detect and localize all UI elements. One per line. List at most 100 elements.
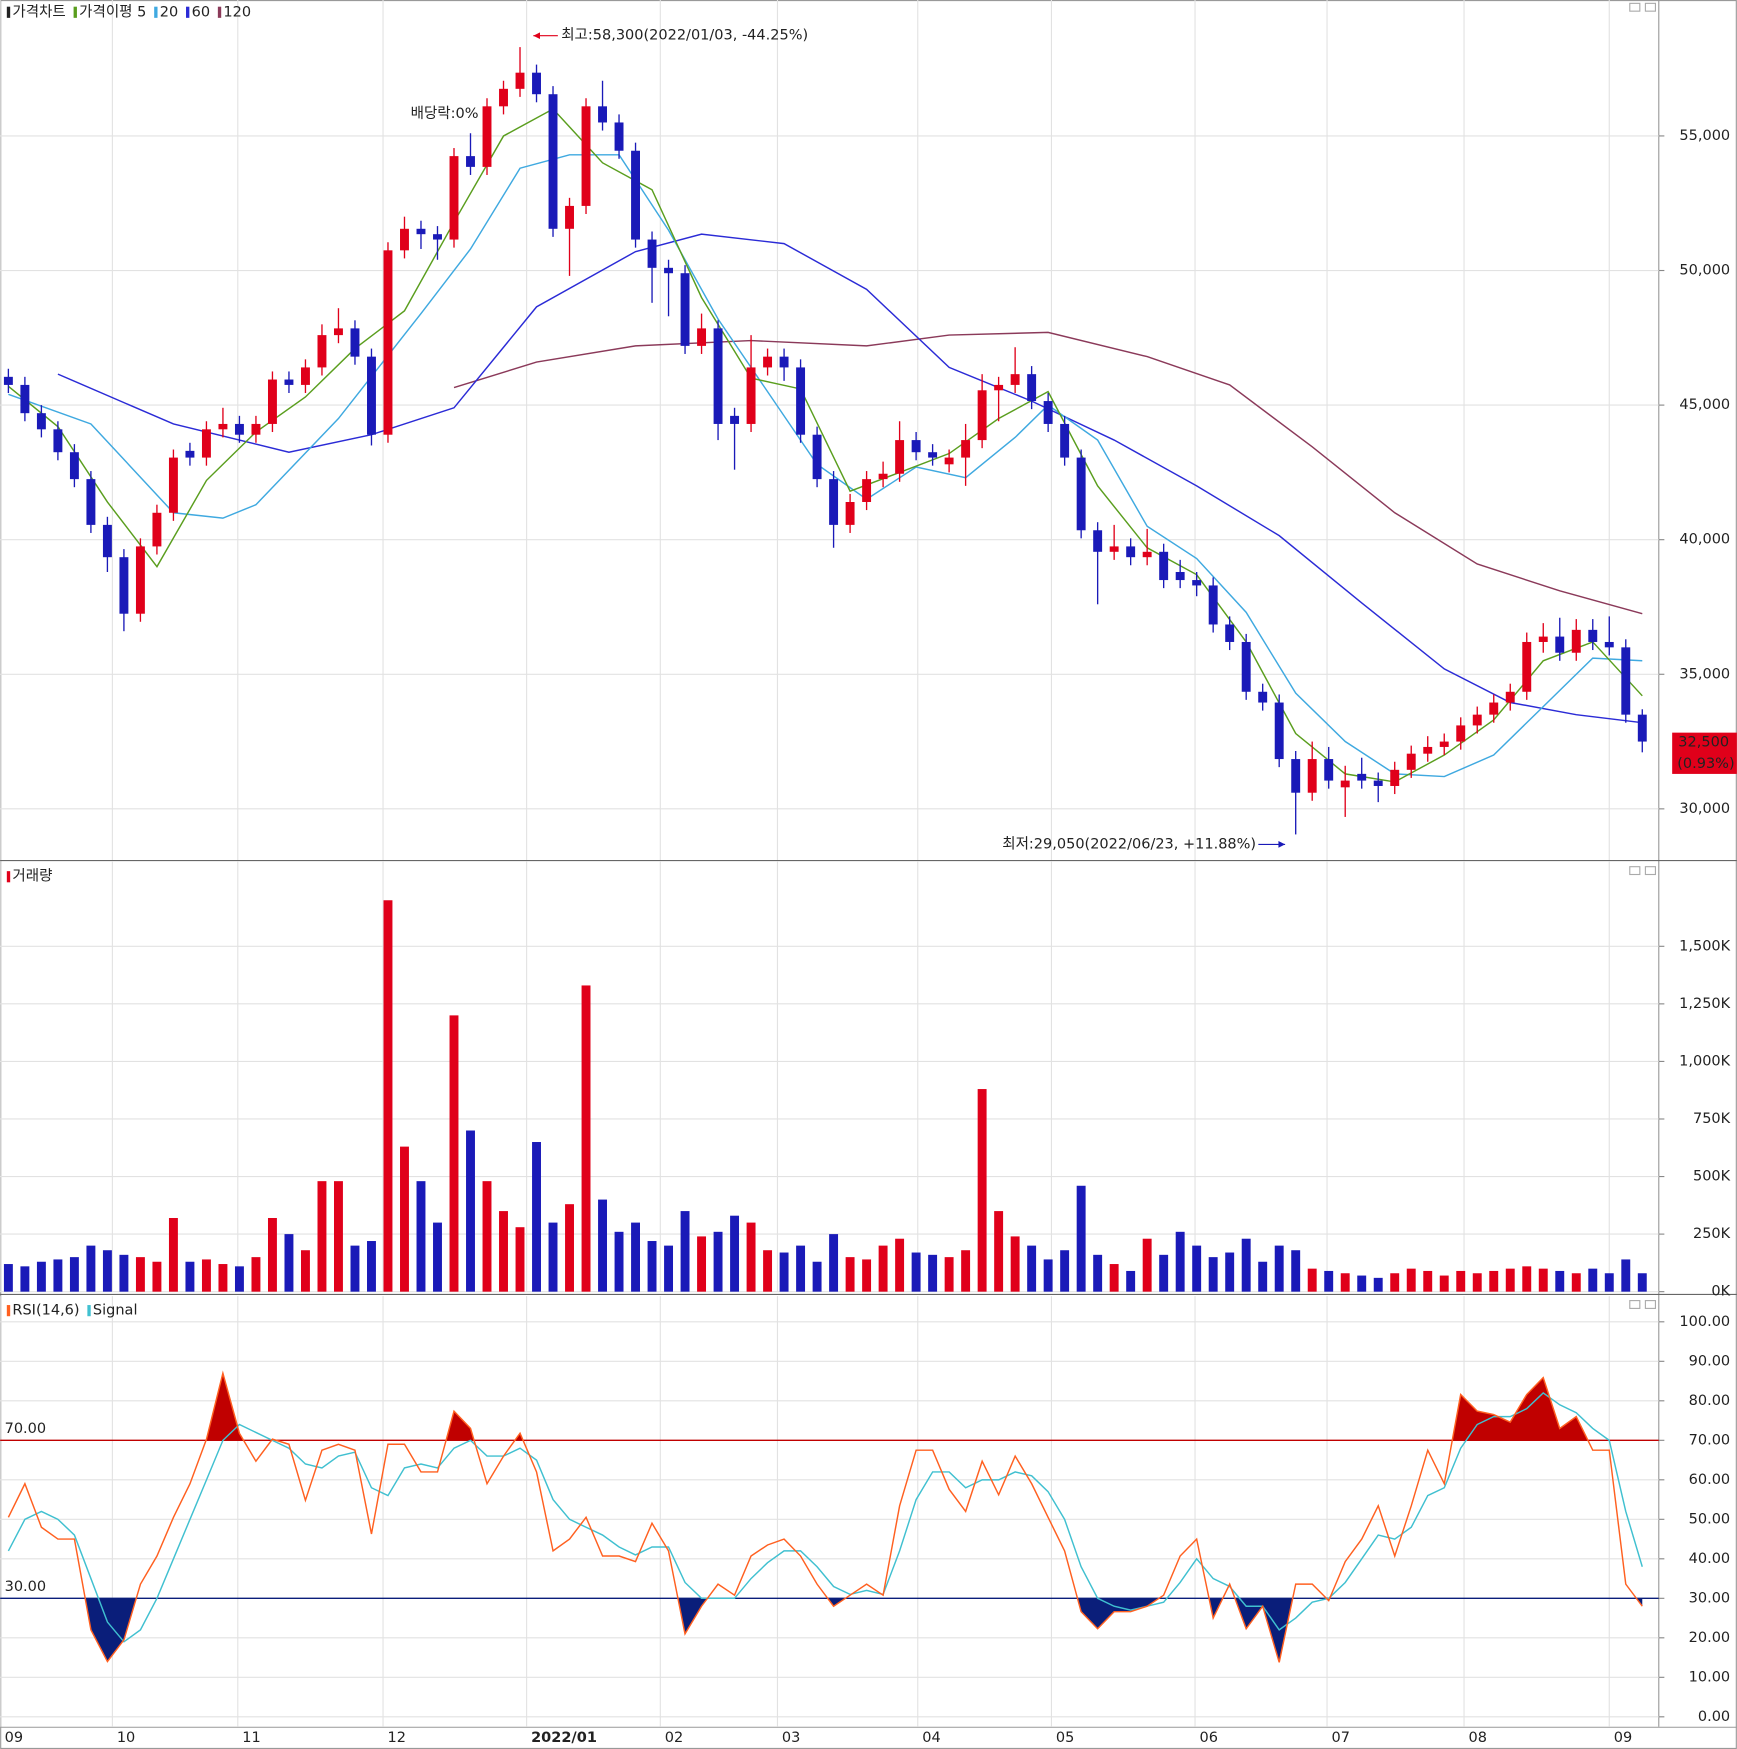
volume-bar <box>581 985 591 1292</box>
y-tick-label: 30,000 <box>1679 801 1730 817</box>
candle-body <box>1291 759 1301 793</box>
volume-bar <box>829 1234 839 1292</box>
volume-bar <box>1555 1270 1565 1292</box>
candle-body <box>697 328 707 346</box>
candle-body <box>1258 691 1268 703</box>
y-tick-label: 1,500K <box>1679 938 1731 954</box>
annotation: 최고:58,300(2022/01/03, -44.25%) <box>561 27 808 44</box>
volume-bar <box>201 1259 211 1292</box>
candle-body <box>647 239 657 268</box>
y-tick-label: 35,000 <box>1679 666 1730 682</box>
volume-bar <box>895 1238 905 1292</box>
legend-marker <box>217 6 222 18</box>
volume-bar <box>1637 1273 1647 1292</box>
legend-label: 60 <box>192 4 210 20</box>
candle-body <box>1109 546 1119 552</box>
x-tick-label: 08 <box>1468 1730 1486 1746</box>
volume-bar <box>746 1222 756 1292</box>
volume-bar <box>234 1266 244 1292</box>
y-tick-label: 250K <box>1693 1226 1731 1242</box>
volume-bar <box>1522 1266 1532 1292</box>
volume-bar <box>680 1211 690 1292</box>
x-tick-label: 11 <box>242 1730 260 1746</box>
candle-body <box>812 434 822 480</box>
volume-bar <box>1258 1261 1268 1292</box>
candle-body <box>1027 374 1037 402</box>
volume-bar <box>1588 1268 1598 1292</box>
volume-bar <box>69 1257 79 1292</box>
candle-body <box>1522 641 1532 692</box>
candle-body <box>1571 629 1581 653</box>
moving-average-line <box>8 154 1643 778</box>
volume-bar <box>1340 1273 1350 1292</box>
volume-bar <box>1291 1250 1301 1292</box>
candle-body <box>135 546 145 614</box>
candle-body <box>928 452 938 458</box>
button[interactable] <box>1644 866 1656 876</box>
volume-bar <box>911 1252 921 1292</box>
y-tick-label: 500K <box>1693 1169 1731 1185</box>
candle-body <box>994 384 1004 391</box>
y-tick-label: 0.00 <box>1698 1709 1730 1725</box>
legend-marker <box>73 6 77 18</box>
candle-body <box>878 473 888 480</box>
candle-body <box>350 328 360 357</box>
button[interactable] <box>1644 1300 1656 1309</box>
last-price: 32,500 <box>1678 735 1729 751</box>
candle-body <box>1010 374 1020 385</box>
volume-bar <box>367 1241 376 1292</box>
volume-bar <box>961 1250 971 1292</box>
button[interactable] <box>1629 2 1641 12</box>
candle-body <box>1538 636 1548 642</box>
volume-bar <box>1604 1273 1614 1292</box>
legend-label: Signal <box>93 1303 138 1319</box>
volume-bar <box>1142 1238 1152 1292</box>
pane-buttons <box>1629 2 1656 1309</box>
y-tick-label: 1,250K <box>1679 996 1731 1012</box>
candle-body <box>1588 629 1598 642</box>
candle-body <box>631 150 640 240</box>
button[interactable] <box>1629 1300 1641 1309</box>
button[interactable] <box>1629 866 1641 876</box>
candle-body <box>581 106 591 206</box>
volume-bar <box>152 1261 162 1292</box>
candle-body <box>317 335 327 368</box>
volume-bar <box>433 1222 442 1292</box>
button[interactable] <box>1644 2 1656 12</box>
y-tick-label: 70.00 <box>1689 1432 1731 1448</box>
moving-average-line <box>7 108 1643 783</box>
legend-label: 거래량 <box>12 868 52 885</box>
volume-bar <box>713 1231 723 1292</box>
x-tick-label: 03 <box>782 1730 800 1746</box>
candle-body <box>548 94 558 229</box>
volume-bar <box>697 1236 707 1292</box>
candle-body <box>532 72 541 95</box>
x-tick-label: 05 <box>1056 1730 1074 1746</box>
candle-body <box>829 479 839 525</box>
legend-label: 120 <box>223 4 251 20</box>
volume-bar <box>1159 1254 1169 1292</box>
annotation-arrowhead <box>1278 841 1286 848</box>
y-tick-label: 100.00 <box>1679 1314 1730 1330</box>
candle-body <box>1192 580 1202 586</box>
volume-bar <box>862 1259 872 1292</box>
candle-body <box>680 273 690 346</box>
volume-bar <box>499 1211 508 1292</box>
volume-bar <box>1439 1275 1449 1292</box>
volume-bar <box>267 1217 277 1292</box>
candle-body <box>201 429 211 458</box>
candle-body <box>449 156 459 240</box>
candle-body <box>1307 759 1317 793</box>
volume-bar <box>1571 1273 1581 1292</box>
annotation: 배당락:0% <box>411 105 479 122</box>
candle-body <box>845 502 855 525</box>
candle-body <box>36 413 46 430</box>
volume-bar <box>135 1257 145 1292</box>
candle-body <box>251 423 261 435</box>
volume-bar <box>251 1257 261 1292</box>
volume-bar <box>1357 1275 1367 1292</box>
legend-marker <box>6 871 11 883</box>
legend-label: 가격이평 5 <box>79 3 146 20</box>
candle-body <box>1093 530 1103 552</box>
